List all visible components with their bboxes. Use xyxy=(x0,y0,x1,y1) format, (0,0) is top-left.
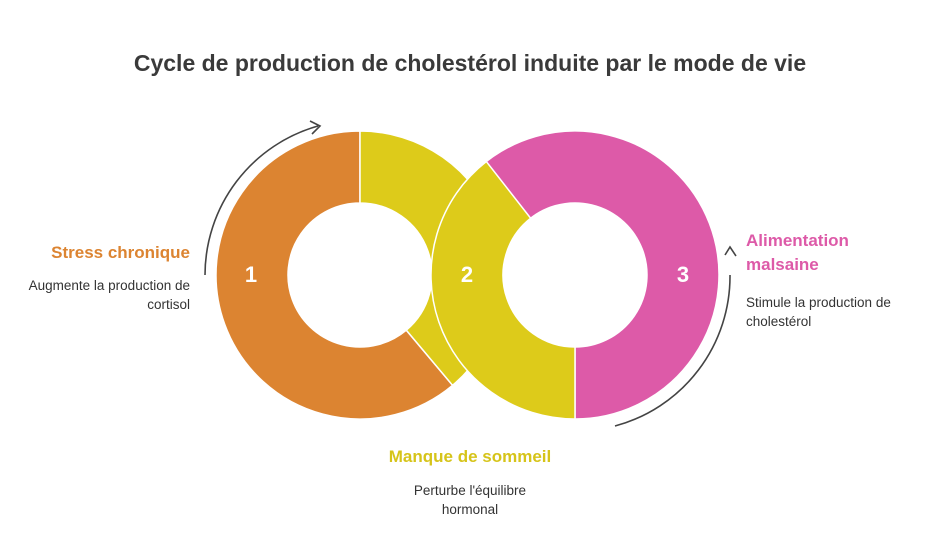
node-label: Stress chronique xyxy=(51,243,190,262)
step-number: 3 xyxy=(677,262,689,287)
cycle-rings xyxy=(215,130,720,420)
ring-segment xyxy=(430,160,576,420)
node-description: Augmente la production de cortisol xyxy=(28,278,190,312)
arrow xyxy=(614,274,731,427)
arrow-head xyxy=(724,245,737,257)
node-description: Perturbe l'équilibre hormonal xyxy=(413,483,527,517)
ring-segment xyxy=(477,130,720,420)
title: Cycle de production de cholestérol indui… xyxy=(133,50,807,76)
ring-segment xyxy=(215,130,454,420)
arrow-head xyxy=(309,120,322,135)
arrow xyxy=(204,125,319,276)
step-number: 1 xyxy=(245,262,257,287)
node-label: Alimentation malsaine xyxy=(746,231,849,274)
step-number: 2 xyxy=(461,262,473,287)
node-label: Manque de sommeil xyxy=(388,447,552,466)
node-description: Stimule la production de cholestérol xyxy=(746,295,891,329)
